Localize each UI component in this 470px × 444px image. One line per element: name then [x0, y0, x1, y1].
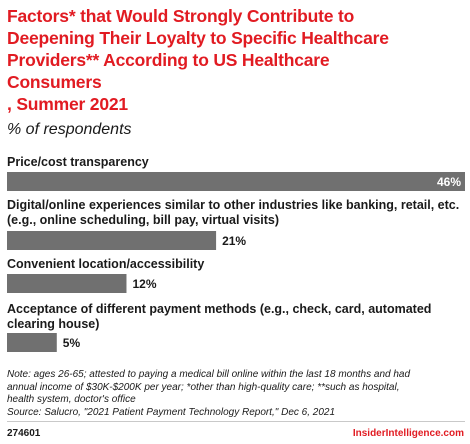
category-label: (e.g., online scheduling, bill pay, virt…: [7, 213, 279, 227]
title-line: Providers** According to US Healthcare: [7, 50, 330, 70]
category-label: Acceptance of different payment methods …: [7, 302, 431, 316]
value-label: 21%: [222, 234, 246, 248]
source-line: Source: Salucro, "2021 Patient Payment T…: [7, 406, 336, 418]
category-label: clearing house): [7, 317, 99, 331]
chart-id: 274601: [7, 428, 41, 439]
bar: [7, 333, 57, 352]
note-line: health system, doctor's office: [7, 394, 136, 405]
bar: [7, 274, 127, 293]
value-label: 5%: [63, 336, 81, 350]
bar-chart: Price/cost transparency 46% Digital/online…: [7, 155, 465, 352]
title-line: , Summer 2021: [7, 94, 128, 114]
chart-note: Note: ages 26-65; attested to paying a m…: [7, 369, 465, 419]
value-label: 12%: [132, 277, 156, 291]
category-label: Convenient location/accessibility: [7, 257, 204, 271]
bar: [7, 172, 465, 191]
chart-subtitle: % of respondents: [7, 121, 132, 138]
category-label: Digital/online experiences similar to ot…: [7, 198, 459, 212]
title-line: Deepening Their Loyalty to Specific Heal…: [7, 28, 389, 48]
title-line: Consumers: [7, 72, 102, 92]
bar: [7, 231, 217, 250]
note-line: Note: ages 26-65; attested to paying a m…: [7, 369, 411, 380]
brand-logo-text: InsiderIntelligence.com: [352, 428, 464, 439]
value-label: 46%: [437, 175, 461, 189]
note-line: annual income of $30K-$200K per year; *o…: [7, 381, 400, 393]
chart-title: Factors* that Would Strongly Contribute …: [7, 5, 465, 115]
title-line: Factors* that Would Strongly Contribute …: [7, 6, 355, 26]
footer-divider: [7, 421, 465, 422]
category-label: Price/cost transparency: [7, 155, 149, 169]
